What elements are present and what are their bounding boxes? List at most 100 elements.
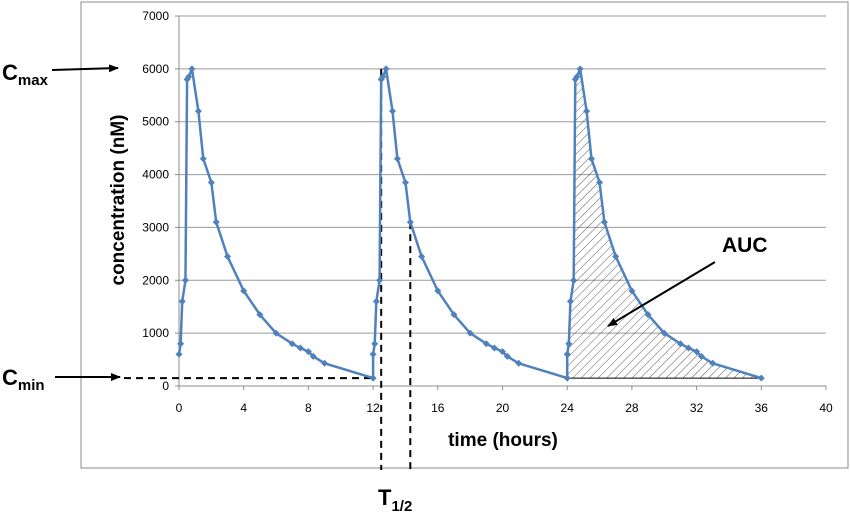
x-tick-0: 0 <box>176 401 183 415</box>
data-point-33 <box>434 287 442 295</box>
data-point-14 <box>272 329 280 337</box>
y-tick-5000: 5000 <box>142 115 169 129</box>
data-point-29 <box>393 155 401 163</box>
data-point-59 <box>693 348 701 356</box>
cmin-sub: min <box>18 377 45 394</box>
data-point-62 <box>757 374 765 382</box>
y-tick-0: 0 <box>162 379 169 393</box>
t-half-label: T1/2 <box>378 485 412 515</box>
y-tick-6000: 6000 <box>142 62 169 76</box>
x-tick-labels: 0 4 8 12 16 20 24 28 32 36 40 <box>176 386 833 415</box>
data-point-44 <box>566 297 574 305</box>
cmax-sub: max <box>18 72 49 89</box>
data-point-56 <box>660 329 668 337</box>
data-point-43 <box>565 340 573 348</box>
data-point-22 <box>371 340 379 348</box>
auc-annotation: AUC <box>607 234 768 327</box>
data-point-49 <box>583 107 591 115</box>
data-point-5 <box>185 73 193 81</box>
auc-arrow <box>607 261 716 327</box>
cmax-arrow <box>51 64 119 73</box>
data-point-45 <box>570 276 578 284</box>
cmax-annotation: Cmax <box>2 60 119 89</box>
x-tick-20: 20 <box>496 401 510 415</box>
y-tick-4000: 4000 <box>142 168 169 182</box>
data-point-24 <box>376 276 384 284</box>
grid-lines <box>179 15 826 334</box>
data-point-12 <box>240 287 248 295</box>
data-point-23 <box>372 297 380 305</box>
data-point-58 <box>685 344 693 352</box>
data-point-40 <box>515 359 523 367</box>
cmin-main: C <box>2 365 18 390</box>
y-tick-3000: 3000 <box>142 220 169 234</box>
y-axis-title: concentration (nM) <box>108 115 129 286</box>
x-axis-title: time (hours) <box>448 430 558 451</box>
data-point-41 <box>563 374 571 382</box>
data-point-21 <box>369 350 377 358</box>
x-tick-16: 16 <box>431 401 445 415</box>
data-point-34 <box>450 311 458 319</box>
data-point-38 <box>499 348 506 356</box>
data-point-15 <box>288 340 296 348</box>
t-half-main: T <box>378 485 392 510</box>
cmax-label: Cmax <box>2 60 49 89</box>
x-tick-12: 12 <box>366 401 380 415</box>
data-point-30 <box>401 179 409 186</box>
data-point-50 <box>587 155 595 163</box>
auc-label: AUC <box>722 234 768 257</box>
data-point-57 <box>676 340 684 348</box>
series-concentration <box>175 65 765 382</box>
cmax-main: C <box>2 60 18 85</box>
auc-hatch <box>567 68 762 379</box>
chart-frame <box>80 1 849 469</box>
data-point-54 <box>628 287 636 295</box>
data-point-31 <box>406 218 414 226</box>
data-point-1 <box>177 340 185 348</box>
data-point-2 <box>178 297 186 305</box>
data-point-9 <box>207 179 215 186</box>
x-tick-4: 4 <box>240 401 247 415</box>
data-point-53 <box>612 253 620 260</box>
data-point-8 <box>199 155 207 163</box>
data-point-61 <box>709 359 717 367</box>
data-point-60 <box>697 352 705 360</box>
data-point-48 <box>576 65 584 73</box>
x-tick-32: 32 <box>690 401 704 415</box>
x-tick-36: 36 <box>755 401 769 415</box>
t-half-sub: 1/2 <box>391 498 412 515</box>
auc-region <box>567 68 762 379</box>
data-point-42 <box>563 350 571 358</box>
data-point-18 <box>309 352 317 360</box>
data-point-28 <box>389 107 397 115</box>
data-point-0 <box>175 350 183 358</box>
data-point-51 <box>596 179 604 186</box>
data-point-17 <box>304 348 312 356</box>
y-tick-2000: 2000 <box>142 273 169 287</box>
data-point-47 <box>573 73 581 81</box>
data-point-26 <box>379 73 387 81</box>
data-point-6 <box>188 65 196 73</box>
cmin-label: Cmin <box>2 365 45 394</box>
data-point-27 <box>382 65 390 73</box>
data-point-36 <box>482 340 490 348</box>
data-point-13 <box>256 311 264 319</box>
x-tick-24: 24 <box>561 401 575 415</box>
data-point-16 <box>296 344 304 352</box>
data-point-3 <box>181 276 189 284</box>
data-point-11 <box>224 253 232 260</box>
y-tick-labels: 0 1000 2000 3000 4000 5000 6000 7000 <box>142 9 179 393</box>
data-point-52 <box>600 218 608 226</box>
data-point-10 <box>212 218 220 226</box>
x-tick-28: 28 <box>625 401 639 415</box>
data-point-20 <box>369 374 377 382</box>
data-point-35 <box>466 329 474 337</box>
x-tick-8: 8 <box>305 401 312 415</box>
data-point-37 <box>490 344 498 352</box>
data-point-39 <box>503 352 511 360</box>
data-point-55 <box>644 311 652 319</box>
y-tick-7000: 7000 <box>142 9 169 23</box>
data-point-19 <box>321 359 329 367</box>
data-point-7 <box>194 107 202 115</box>
